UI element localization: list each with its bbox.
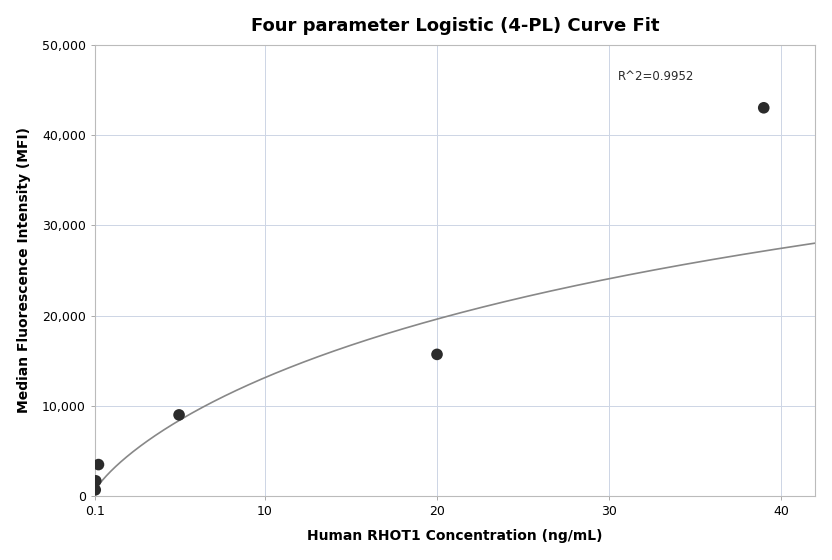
Point bbox=[430, 350, 443, 359]
Point bbox=[757, 103, 770, 112]
Point bbox=[89, 477, 102, 486]
Point bbox=[92, 460, 105, 469]
Title: Four parameter Logistic (4-PL) Curve Fit: Four parameter Logistic (4-PL) Curve Fit bbox=[250, 17, 659, 35]
Y-axis label: Median Fluorescence Intensity (MFI): Median Fluorescence Intensity (MFI) bbox=[17, 127, 31, 413]
Point bbox=[172, 410, 186, 419]
X-axis label: Human RHOT1 Concentration (ng/mL): Human RHOT1 Concentration (ng/mL) bbox=[307, 529, 603, 543]
Text: R^2=0.9952: R^2=0.9952 bbox=[617, 69, 694, 83]
Point bbox=[88, 486, 102, 494]
